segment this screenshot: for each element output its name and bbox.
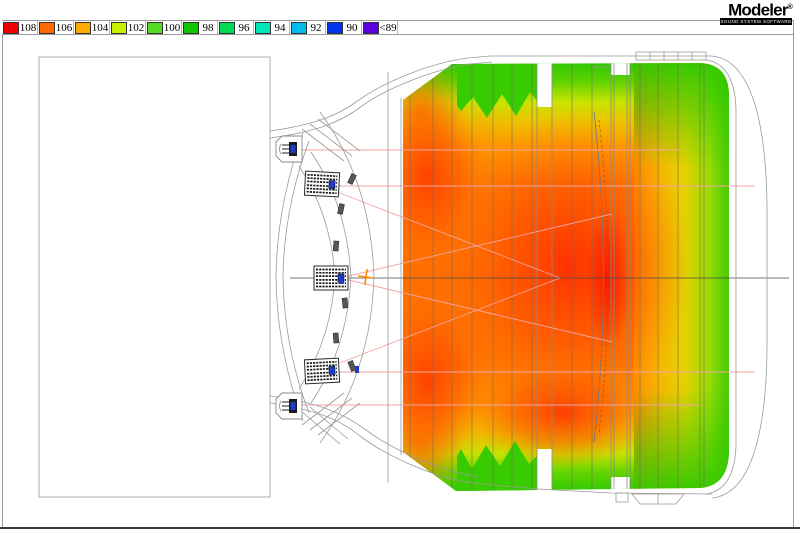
green-zone-top [457, 63, 541, 118]
fill-speaker-icon[interactable] [347, 173, 357, 185]
legend-label: 100 [163, 21, 181, 34]
registered-mark: ® [787, 4, 793, 11]
legend-swatch [219, 21, 235, 34]
legend-swatch [183, 21, 199, 34]
legend-label: 106 [55, 21, 73, 34]
speaker-icon-top[interactable] [275, 135, 303, 163]
frame-border-right [793, 20, 794, 528]
aisle-lines [409, 64, 705, 491]
fill-speaker-icon[interactable] [332, 332, 340, 344]
legend-swatch [3, 21, 19, 34]
listener-cross-icon[interactable] [357, 268, 375, 286]
legend-label: 108 [19, 21, 37, 34]
balcony-front-dashed [598, 119, 609, 435]
legend-swatch [111, 21, 127, 34]
legend-swatch [39, 21, 55, 34]
brand-name: Modeler® [728, 0, 793, 20]
vomitory-walls [536, 63, 631, 491]
legend-item-108: 108 [2, 21, 38, 34]
legend-item-94: 94 [254, 21, 290, 34]
legend-label: 104 [91, 21, 109, 34]
legend-label: 94 [274, 21, 286, 34]
legend-label: 90 [346, 21, 358, 34]
speaker-aim-lines [293, 149, 755, 406]
fill-speaker-icon[interactable] [341, 297, 349, 309]
balcony-front-line [593, 111, 604, 443]
legend-item-90: 90 [326, 21, 362, 34]
legend-item-106: 106 [38, 21, 74, 34]
legend-label: 92 [310, 21, 322, 34]
speaker-cluster-icon-upper[interactable] [303, 170, 341, 198]
fill-speaker-icon[interactable] [332, 240, 340, 252]
legend-item-98: 98 [182, 21, 218, 34]
legend-swatch [363, 21, 379, 34]
legend-label: 102 [127, 21, 145, 34]
speaker-icon-bottom[interactable] [275, 392, 303, 420]
fill-speaker-blue-icon[interactable] [355, 366, 359, 373]
frame-border-left [2, 20, 3, 528]
fill-speaker-icon[interactable] [347, 360, 357, 372]
frame-border-bottom [0, 527, 800, 529]
spl-color-legend: 108 106 104 102 100 98 96 94 92 90 <89 [2, 20, 793, 35]
fill-speaker-blue-icon[interactable] [339, 277, 343, 284]
legend-swatch [291, 21, 307, 34]
brand-logo: Modeler® SOUND SYSTEM SOFTWARE [720, 0, 793, 25]
loudspeakers [275, 135, 375, 420]
brand-tagline: SOUND SYSTEM SOFTWARE [720, 17, 792, 25]
door-symbols-bottom [615, 492, 685, 505]
legend-item-102: 102 [110, 21, 146, 34]
legend-swatch [327, 21, 343, 34]
door-symbols-top [592, 51, 707, 68]
legend-item-92: 92 [290, 21, 326, 34]
legend-item-100: 100 [146, 21, 182, 34]
legend-item-96: 96 [218, 21, 254, 34]
legend-item-104: 104 [74, 21, 110, 34]
legend-label: 98 [202, 21, 214, 34]
aisle-gaps [537, 63, 630, 491]
legend-swatch [75, 21, 91, 34]
legend-swatch [147, 21, 163, 34]
spl-heatmap [403, 63, 729, 491]
stage-house-outline [38, 56, 271, 498]
legend-item-89: <89 [362, 21, 398, 34]
legend-swatch [255, 21, 271, 34]
legend-label: 96 [238, 21, 250, 34]
green-zone-bottom [457, 441, 541, 491]
legend-label: <89 [379, 21, 397, 34]
fill-speaker-icon[interactable] [337, 203, 345, 215]
speaker-cluster-icon-lower[interactable] [303, 357, 341, 385]
venue-outline [38, 51, 768, 505]
